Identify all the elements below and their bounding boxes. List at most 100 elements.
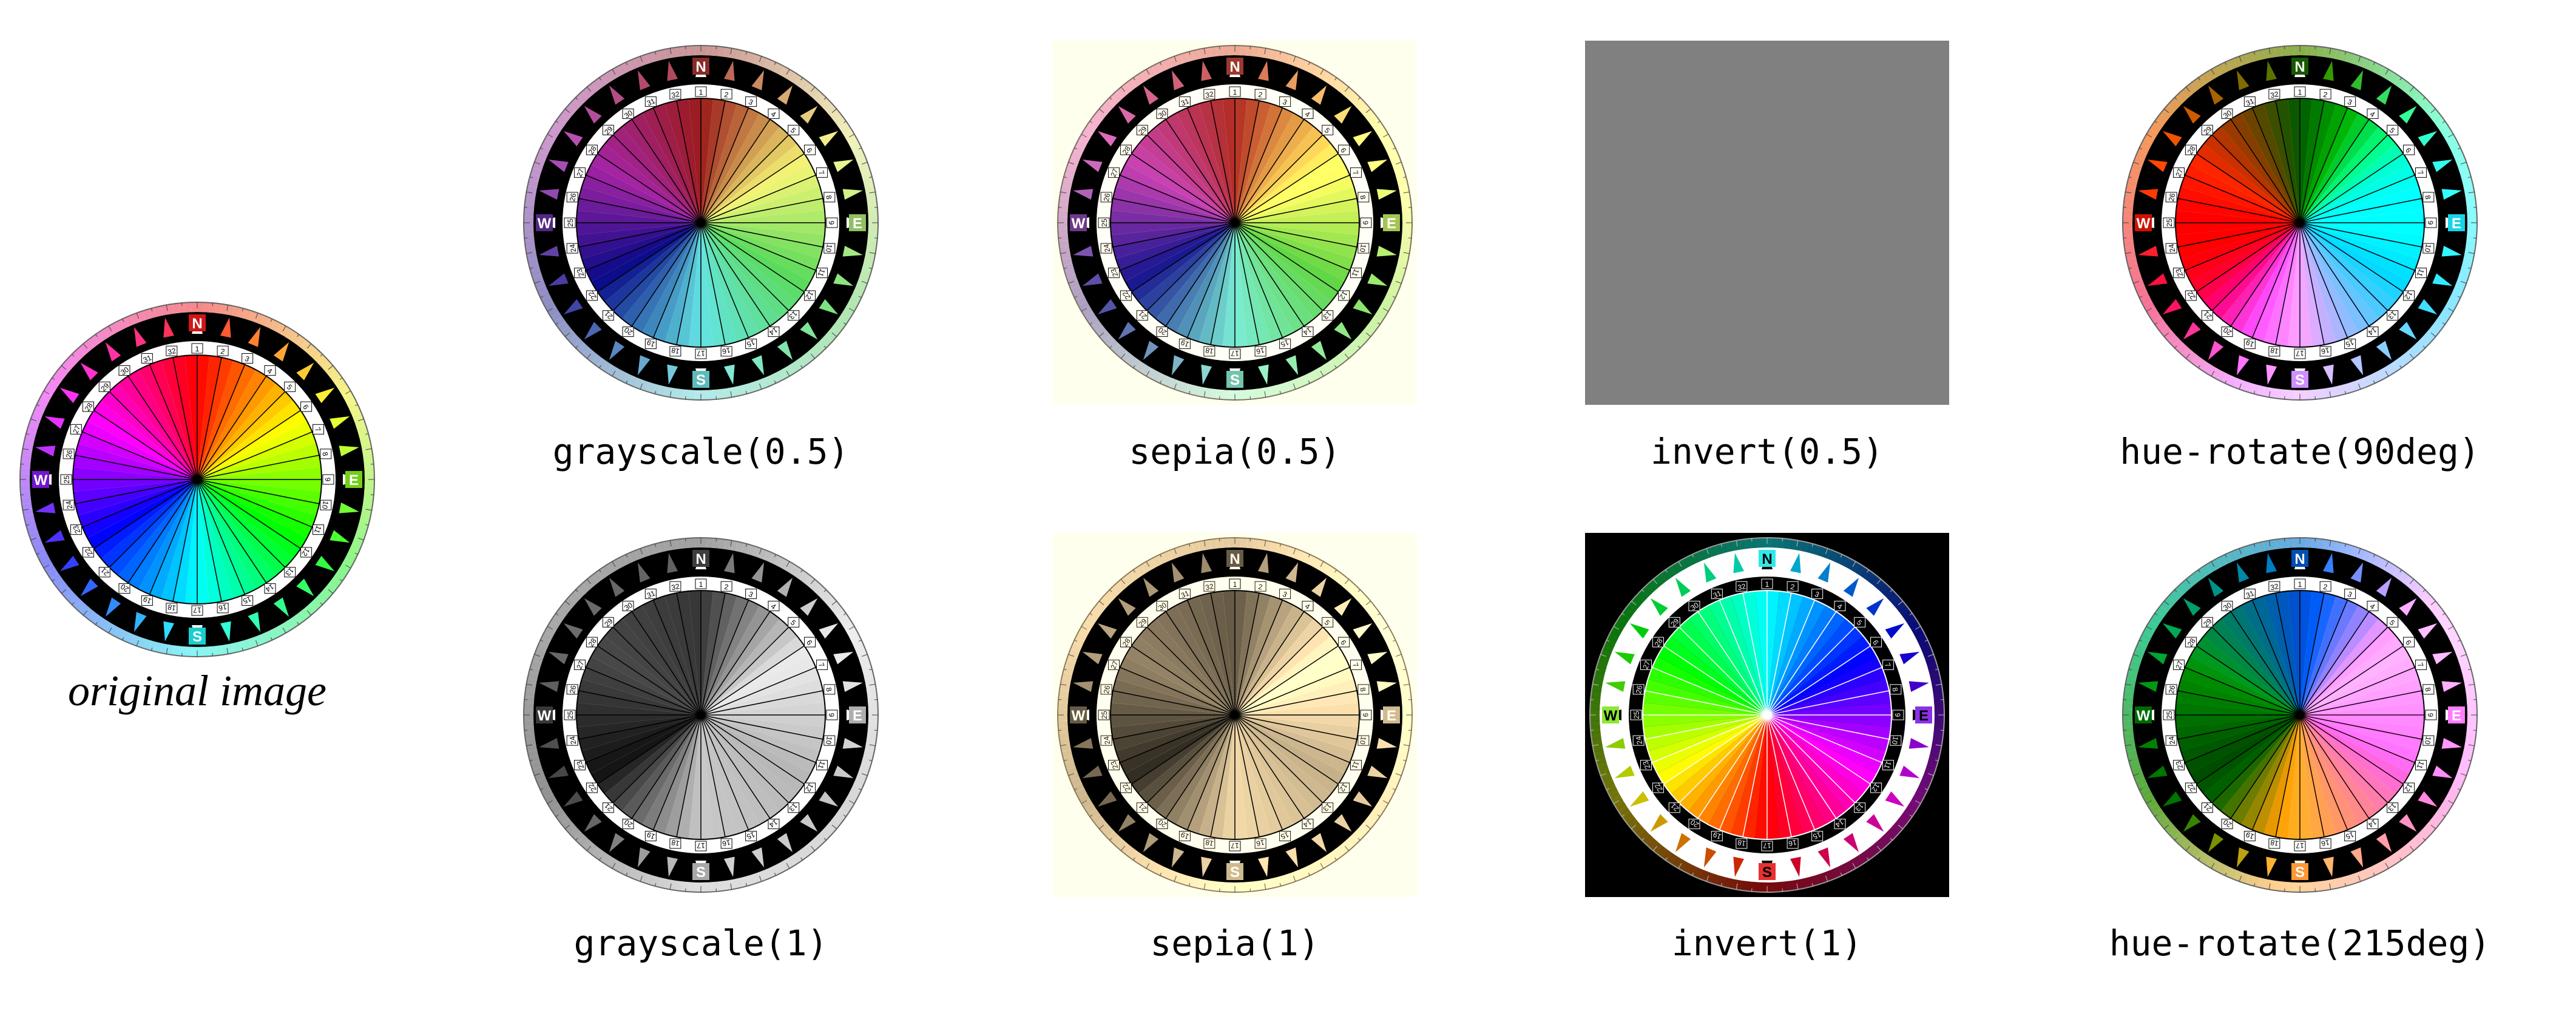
outer-ring-segment	[226, 305, 234, 316]
outer-ring-segment	[1087, 611, 1100, 621]
outer-ring-segment	[1398, 251, 1410, 260]
point-number: 25	[1100, 218, 1109, 227]
cardinal-west-box	[1070, 706, 1087, 723]
point-number: 3	[1282, 98, 1289, 107]
point-number: 27	[1641, 168, 1652, 178]
outer-ring-segment	[524, 210, 534, 217]
degree-tick	[786, 862, 790, 869]
outer-ring-segment	[2461, 666, 2472, 675]
outer-ring-segment	[1620, 118, 1632, 129]
outer-ring-segment	[2398, 571, 2409, 583]
outer-ring-segment	[2233, 378, 2243, 390]
outer-ring-segment	[1359, 330, 1371, 342]
outer-ring-segment	[1909, 799, 1921, 809]
outer-ring-segment	[865, 684, 877, 692]
outer-ring-segment	[2133, 772, 2145, 782]
outer-ring-segment	[1590, 715, 1600, 722]
outer-ring-segment	[276, 625, 286, 636]
point-number: 25	[566, 711, 575, 719]
outer-ring-segment	[550, 311, 563, 322]
outer-ring-segment	[1730, 386, 1739, 398]
outer-ring-segment	[1359, 596, 1371, 608]
degree-tick	[1606, 296, 1610, 298]
compass-arrowhead	[2162, 623, 2182, 639]
outer-ring-segment	[184, 646, 192, 657]
compass-arrowhead	[1311, 340, 1327, 361]
degree-tick	[1293, 56, 1296, 63]
outer-ring-segment	[1718, 384, 1727, 395]
outer-ring-segment	[1058, 216, 1068, 223]
outer-ring-segment	[2168, 100, 2180, 111]
outer-ring-segment	[825, 596, 837, 608]
outer-ring-segment	[317, 591, 329, 603]
outer-ring-segment	[735, 877, 744, 889]
outer-ring-segment	[1658, 847, 1669, 859]
outer-ring-segment	[1222, 538, 1229, 548]
radial-line	[631, 119, 701, 223]
outer-ring-segment	[863, 672, 874, 680]
color-wedge	[1657, 646, 1767, 715]
outer-ring-segment	[1068, 772, 1080, 782]
color-wedge	[701, 591, 714, 715]
degree-tick	[1678, 862, 1682, 869]
color-wedge	[1767, 715, 1882, 774]
color-wedge	[197, 355, 210, 479]
compass-arrowhead	[584, 106, 602, 124]
color-wedge	[2300, 223, 2396, 311]
degree-tick	[297, 621, 299, 625]
outer-ring-segment	[1899, 113, 1911, 124]
center-dot	[1232, 220, 1238, 226]
outer-ring-segment	[789, 361, 800, 373]
outer-ring-segment	[339, 385, 351, 396]
point-number-box	[745, 96, 757, 107]
compass-arrowhead	[134, 327, 147, 347]
degree-tick	[1160, 872, 1162, 876]
degree-tick	[2133, 280, 2140, 284]
outer-ring-segment	[1678, 368, 1689, 379]
radial-line	[1234, 611, 1305, 716]
point-number-box	[644, 339, 657, 350]
compass-arrowhead	[2183, 814, 2201, 832]
outer-ring-segment	[2340, 543, 2349, 554]
outer-ring-segment	[2160, 325, 2172, 337]
outer-ring-segment	[569, 334, 581, 346]
point-number: 24	[2167, 736, 2177, 745]
point-number-box	[1711, 339, 1723, 350]
compass-arrowhead	[1614, 273, 1635, 286]
compass-arrowhead	[563, 791, 583, 807]
outer-ring-segment	[2323, 539, 2331, 550]
color-wedge	[82, 479, 197, 538]
color-wedge	[1235, 605, 1304, 715]
point-number: 32	[1205, 90, 1214, 100]
point-number: 16	[2321, 346, 2330, 356]
outer-ring-segment	[2384, 69, 2394, 81]
degree-tick	[1898, 824, 1904, 830]
outer-ring-segment	[2146, 799, 2158, 809]
point-number-box	[1640, 659, 1652, 670]
degree-tick	[2239, 875, 2242, 882]
outer-ring-segment	[2447, 788, 2459, 799]
radial-line	[1766, 611, 1837, 716]
outer-ring-segment	[2467, 715, 2477, 722]
color-wedge	[1645, 186, 1767, 223]
point-number-box	[1870, 637, 1882, 648]
color-wedge	[701, 223, 816, 282]
point-number: 18	[1205, 838, 1214, 848]
radial-line	[1652, 174, 1768, 223]
outer-ring-segment	[220, 644, 228, 655]
color-wedge	[701, 164, 816, 223]
outer-ring-segment	[2164, 822, 2175, 834]
point-number: 7	[1883, 662, 1893, 669]
compass-arrowhead	[1334, 598, 1352, 616]
color-wedge	[2300, 223, 2415, 282]
outer-ring-segment	[345, 396, 357, 407]
point-number: 16	[722, 838, 731, 848]
degree-tick	[2174, 97, 2177, 100]
compass-arrowhead	[833, 273, 854, 286]
outer-ring-segment	[1116, 839, 1127, 851]
color-wedge	[1679, 126, 1767, 223]
compass-arrowhead	[1605, 681, 1626, 693]
radial-line	[2230, 222, 2300, 327]
outer-ring-segment	[66, 591, 77, 603]
color-wedge	[197, 443, 320, 479]
